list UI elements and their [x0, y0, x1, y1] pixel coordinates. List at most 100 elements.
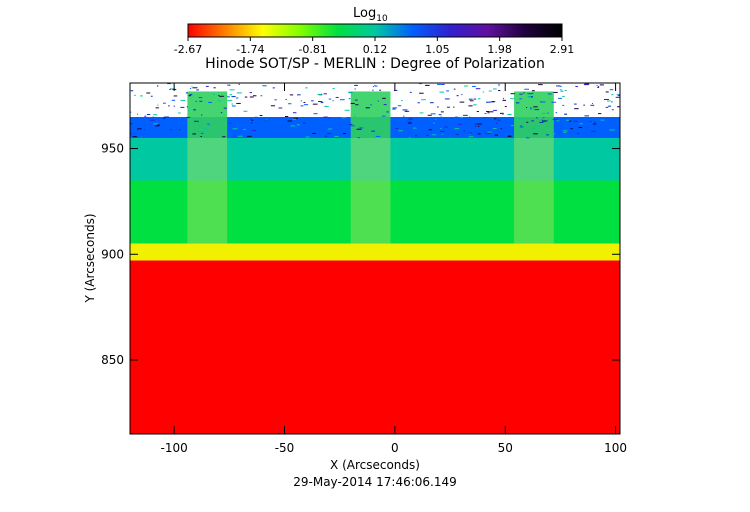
noise-speck [347, 91, 353, 93]
noise-speck [232, 128, 238, 130]
noise-speck [220, 112, 223, 114]
noise-speck [609, 89, 614, 91]
noise-speck [130, 90, 134, 92]
noise-speck [566, 119, 570, 121]
noise-speck [236, 92, 242, 94]
noise-speck [326, 125, 330, 127]
noise-speck [478, 98, 481, 100]
noise-speck [288, 103, 292, 105]
noise-speck [519, 131, 521, 133]
noise-speck [149, 119, 155, 121]
noise-speck [477, 133, 481, 135]
noise-speck [373, 133, 377, 135]
noise-speck [544, 120, 548, 122]
noise-speck [198, 97, 203, 99]
noise-speck [354, 99, 358, 101]
colorbar-label: Log10 [353, 6, 388, 24]
noise-speck [583, 104, 586, 106]
noise-speck [393, 89, 398, 91]
noise-speck [554, 127, 556, 129]
noise-speck [453, 88, 456, 90]
noise-speck [463, 114, 468, 116]
noise-speck [610, 129, 615, 131]
noise-speck [468, 105, 473, 107]
noise-speck [264, 120, 268, 122]
noise-speck [195, 100, 197, 102]
noise-speck [229, 122, 232, 124]
noise-speck [556, 85, 561, 87]
noise-speck [157, 124, 160, 126]
noise-speck [453, 106, 455, 108]
noise-speck [486, 132, 491, 134]
y-tick-label: 950 [101, 142, 124, 156]
noise-speck [477, 123, 482, 125]
noise-speck [591, 103, 593, 105]
noise-speck [566, 131, 569, 133]
noise-speck [208, 101, 212, 103]
noise-speck [562, 95, 565, 97]
noise-speck [531, 120, 535, 122]
noise-speck [403, 115, 405, 117]
noise-speck [229, 120, 232, 122]
noise-speck [523, 92, 525, 94]
noise-speck [166, 116, 169, 118]
noise-speck [227, 100, 233, 102]
noise-speck [178, 129, 181, 131]
noise-speck [455, 133, 459, 135]
noise-speck [432, 122, 435, 124]
noise-speck [156, 85, 159, 87]
noise-speck [231, 103, 234, 105]
noise-speck [289, 94, 294, 96]
noise-speck [502, 113, 504, 115]
colorbar-label-text: Log [353, 6, 376, 21]
noise-speck [468, 98, 473, 100]
noise-speck [607, 100, 611, 102]
noise-speck [600, 132, 605, 134]
noise-speck [499, 112, 504, 114]
noise-speck [188, 109, 190, 111]
noise-speck [408, 122, 412, 124]
noise-speck [169, 129, 173, 131]
noise-speck [542, 117, 545, 119]
noise-speck [399, 131, 405, 133]
noise-speck [442, 133, 444, 135]
noise-speck [273, 122, 277, 124]
noise-speck [578, 126, 583, 128]
noise-speck [252, 95, 257, 97]
noise-speck [460, 116, 463, 118]
scan-strip-lower [350, 137, 391, 244]
noise-speck [357, 137, 361, 139]
noise-speck [605, 106, 609, 108]
noise-speck [474, 125, 477, 127]
noise-speck [348, 98, 351, 100]
noise-speck [493, 118, 497, 120]
noise-speck [200, 135, 202, 137]
noise-speck [229, 89, 235, 91]
noise-speck [300, 100, 302, 102]
noise-speck [230, 126, 235, 128]
noise-speck [547, 93, 552, 95]
noise-speck [408, 118, 413, 120]
noise-speck [153, 123, 159, 125]
noise-speck [402, 109, 408, 111]
noise-speck [212, 93, 215, 95]
noise-speck [171, 99, 176, 101]
noise-speck [374, 84, 376, 86]
noise-speck [265, 129, 269, 131]
noise-speck [278, 107, 283, 109]
plot-area [130, 83, 620, 434]
noise-speck [556, 120, 560, 122]
noise-speck [533, 106, 538, 108]
noise-speck [507, 135, 512, 137]
noise-speck [192, 87, 198, 89]
noise-speck [328, 98, 332, 100]
noise-speck [531, 90, 535, 92]
noise-speck [478, 125, 480, 127]
noise-speck [617, 106, 620, 108]
noise-speck [564, 90, 567, 92]
noise-speck [222, 136, 226, 138]
noise-speck [427, 114, 432, 116]
noise-speck [570, 128, 573, 130]
noise-speck [510, 124, 514, 126]
